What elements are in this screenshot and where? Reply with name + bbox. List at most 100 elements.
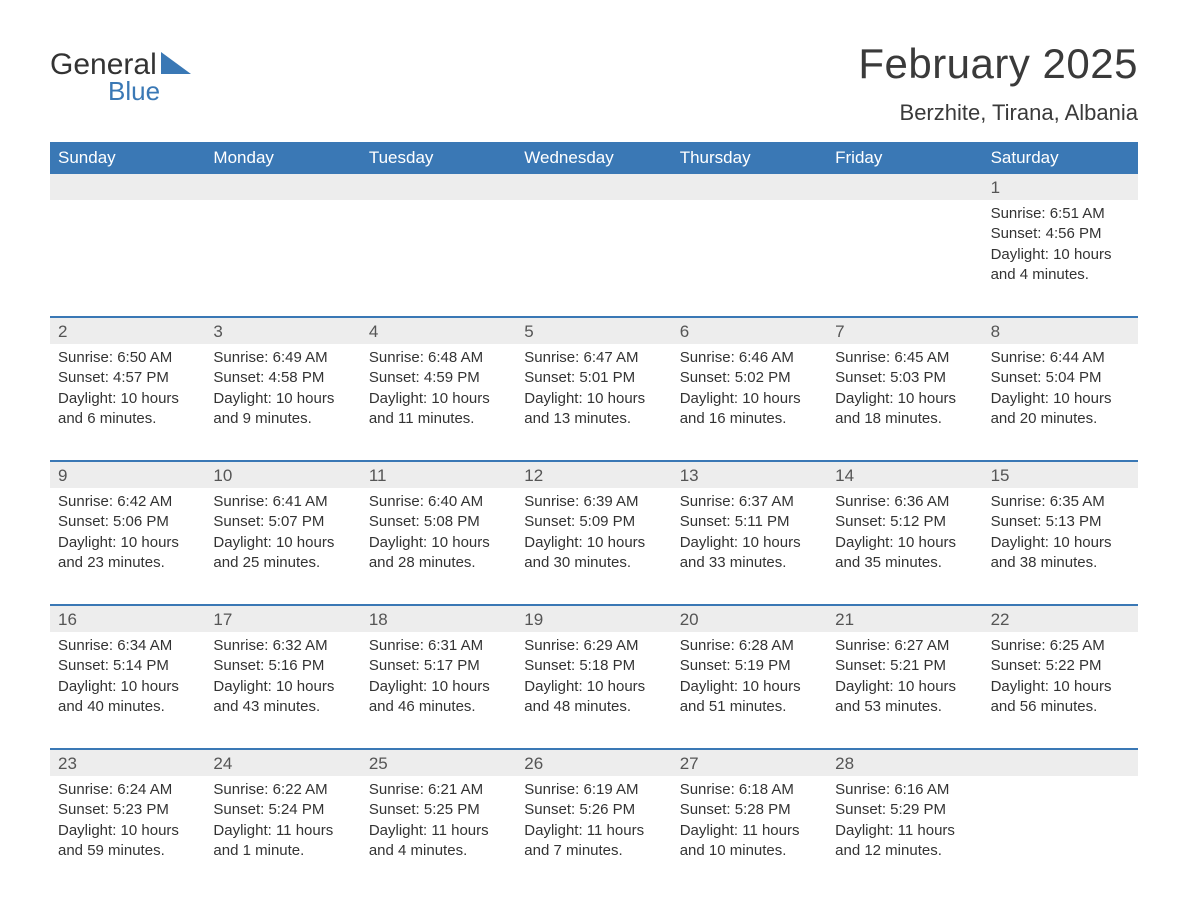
day-number: 24 (205, 750, 360, 776)
day-cell: Sunrise: 6:49 AMSunset: 4:58 PMDaylight:… (205, 344, 360, 440)
day-number: 15 (983, 462, 1138, 488)
day-number: 1 (983, 174, 1138, 200)
daylight-text: Daylight: 10 hours and 13 minutes. (524, 389, 663, 430)
weeks-container: 1Sunrise: 6:51 AMSunset: 4:56 PMDaylight… (50, 174, 1138, 872)
daylight-text: Daylight: 11 hours and 10 minutes. (680, 821, 819, 862)
day-number: 8 (983, 318, 1138, 344)
weekday-header-cell: Sunday (50, 142, 205, 174)
sunrise-text: Sunrise: 6:28 AM (680, 636, 819, 656)
day-number (983, 750, 1138, 776)
day-cell: Sunrise: 6:28 AMSunset: 5:19 PMDaylight:… (672, 632, 827, 728)
daylight-text: Daylight: 10 hours and 53 minutes. (835, 677, 974, 718)
daynum-row: 232425262728 (50, 750, 1138, 776)
day-cell: Sunrise: 6:25 AMSunset: 5:22 PMDaylight:… (983, 632, 1138, 728)
day-cell: Sunrise: 6:40 AMSunset: 5:08 PMDaylight:… (361, 488, 516, 584)
daylight-text: Daylight: 11 hours and 12 minutes. (835, 821, 974, 862)
day-cell: Sunrise: 6:24 AMSunset: 5:23 PMDaylight:… (50, 776, 205, 872)
daylight-text: Daylight: 10 hours and 38 minutes. (991, 533, 1130, 574)
day-number: 13 (672, 462, 827, 488)
daylight-text: Daylight: 11 hours and 1 minute. (213, 821, 352, 862)
day-cell: Sunrise: 6:50 AMSunset: 4:57 PMDaylight:… (50, 344, 205, 440)
calendar-week: 9101112131415Sunrise: 6:42 AMSunset: 5:0… (50, 460, 1138, 584)
daylight-text: Daylight: 10 hours and 33 minutes. (680, 533, 819, 574)
day-cell: Sunrise: 6:36 AMSunset: 5:12 PMDaylight:… (827, 488, 982, 584)
sunrise-text: Sunrise: 6:48 AM (369, 348, 508, 368)
day-cell: Sunrise: 6:19 AMSunset: 5:26 PMDaylight:… (516, 776, 671, 872)
sunrise-text: Sunrise: 6:50 AM (58, 348, 197, 368)
weekday-header-cell: Saturday (983, 142, 1138, 174)
day-number: 21 (827, 606, 982, 632)
sunrise-text: Sunrise: 6:49 AM (213, 348, 352, 368)
daylight-text: Daylight: 10 hours and 20 minutes. (991, 389, 1130, 430)
sunrise-text: Sunrise: 6:29 AM (524, 636, 663, 656)
day-number: 10 (205, 462, 360, 488)
day-cell: Sunrise: 6:47 AMSunset: 5:01 PMDaylight:… (516, 344, 671, 440)
day-number (827, 174, 982, 200)
day-number: 16 (50, 606, 205, 632)
day-cell: Sunrise: 6:27 AMSunset: 5:21 PMDaylight:… (827, 632, 982, 728)
sunset-text: Sunset: 5:23 PM (58, 800, 197, 820)
sunrise-text: Sunrise: 6:36 AM (835, 492, 974, 512)
daylight-text: Daylight: 10 hours and 18 minutes. (835, 389, 974, 430)
sunset-text: Sunset: 5:26 PM (524, 800, 663, 820)
daylight-text: Daylight: 10 hours and 30 minutes. (524, 533, 663, 574)
weekday-header-cell: Tuesday (361, 142, 516, 174)
day-cell: Sunrise: 6:22 AMSunset: 5:24 PMDaylight:… (205, 776, 360, 872)
sunrise-text: Sunrise: 6:40 AM (369, 492, 508, 512)
daylight-text: Daylight: 10 hours and 48 minutes. (524, 677, 663, 718)
daylight-text: Daylight: 10 hours and 40 minutes. (58, 677, 197, 718)
weekday-header-cell: Wednesday (516, 142, 671, 174)
day-cell: Sunrise: 6:45 AMSunset: 5:03 PMDaylight:… (827, 344, 982, 440)
daylight-text: Daylight: 10 hours and 51 minutes. (680, 677, 819, 718)
sunset-text: Sunset: 5:18 PM (524, 656, 663, 676)
day-number (50, 174, 205, 200)
calendar-week: 2345678Sunrise: 6:50 AMSunset: 4:57 PMDa… (50, 316, 1138, 440)
sunrise-text: Sunrise: 6:41 AM (213, 492, 352, 512)
cells-row: Sunrise: 6:34 AMSunset: 5:14 PMDaylight:… (50, 632, 1138, 728)
sunset-text: Sunset: 4:57 PM (58, 368, 197, 388)
daylight-text: Daylight: 10 hours and 11 minutes. (369, 389, 508, 430)
daylight-text: Daylight: 10 hours and 16 minutes. (680, 389, 819, 430)
day-cell: Sunrise: 6:44 AMSunset: 5:04 PMDaylight:… (983, 344, 1138, 440)
day-number: 26 (516, 750, 671, 776)
day-cell: Sunrise: 6:41 AMSunset: 5:07 PMDaylight:… (205, 488, 360, 584)
day-number: 12 (516, 462, 671, 488)
day-cell: Sunrise: 6:16 AMSunset: 5:29 PMDaylight:… (827, 776, 982, 872)
sunset-text: Sunset: 5:03 PM (835, 368, 974, 388)
weekday-header-cell: Friday (827, 142, 982, 174)
sunrise-text: Sunrise: 6:44 AM (991, 348, 1130, 368)
header: General Blue February 2025 Berzhite, Tir… (50, 40, 1138, 126)
sunrise-text: Sunrise: 6:35 AM (991, 492, 1130, 512)
sunrise-text: Sunrise: 6:37 AM (680, 492, 819, 512)
day-number: 4 (361, 318, 516, 344)
sunrise-text: Sunrise: 6:24 AM (58, 780, 197, 800)
daylight-text: Daylight: 10 hours and 25 minutes. (213, 533, 352, 574)
day-cell: Sunrise: 6:18 AMSunset: 5:28 PMDaylight:… (672, 776, 827, 872)
day-cell: Sunrise: 6:42 AMSunset: 5:06 PMDaylight:… (50, 488, 205, 584)
day-number (361, 174, 516, 200)
sunrise-text: Sunrise: 6:39 AM (524, 492, 663, 512)
day-cell (983, 776, 1138, 872)
day-number: 5 (516, 318, 671, 344)
sunset-text: Sunset: 5:16 PM (213, 656, 352, 676)
weekday-header: SundayMondayTuesdayWednesdayThursdayFrid… (50, 142, 1138, 174)
day-cell: Sunrise: 6:32 AMSunset: 5:16 PMDaylight:… (205, 632, 360, 728)
sunset-text: Sunset: 5:22 PM (991, 656, 1130, 676)
sunset-text: Sunset: 5:24 PM (213, 800, 352, 820)
sunrise-text: Sunrise: 6:42 AM (58, 492, 197, 512)
sunrise-text: Sunrise: 6:19 AM (524, 780, 663, 800)
daynum-row: 2345678 (50, 318, 1138, 344)
sunset-text: Sunset: 4:56 PM (991, 224, 1130, 244)
daynum-row: 9101112131415 (50, 462, 1138, 488)
day-cell: Sunrise: 6:29 AMSunset: 5:18 PMDaylight:… (516, 632, 671, 728)
day-number: 6 (672, 318, 827, 344)
day-cell: Sunrise: 6:31 AMSunset: 5:17 PMDaylight:… (361, 632, 516, 728)
day-number: 27 (672, 750, 827, 776)
sunset-text: Sunset: 5:09 PM (524, 512, 663, 532)
sunset-text: Sunset: 5:17 PM (369, 656, 508, 676)
day-number: 7 (827, 318, 982, 344)
day-cell: Sunrise: 6:37 AMSunset: 5:11 PMDaylight:… (672, 488, 827, 584)
sunrise-text: Sunrise: 6:16 AM (835, 780, 974, 800)
day-number: 2 (50, 318, 205, 344)
calendar-week: 232425262728Sunrise: 6:24 AMSunset: 5:23… (50, 748, 1138, 872)
